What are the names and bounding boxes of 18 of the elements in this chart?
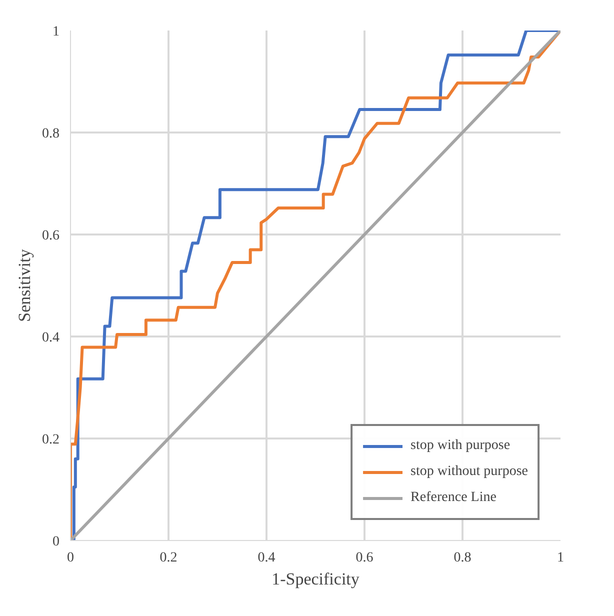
legend-label: Reference Line (410, 490, 496, 506)
x-tick-label: 0.2 (160, 550, 178, 566)
x-axis-title: 1-Specificity (272, 570, 360, 588)
y-tick-label: 0.8 (42, 126, 60, 142)
y-tick-label: 0.2 (42, 432, 60, 448)
x-tick-label: 0.6 (356, 550, 374, 566)
legend-label: stop without purpose (410, 464, 528, 480)
y-tick-label: 0 (52, 534, 60, 550)
x-tick-label: 0.8 (454, 550, 472, 566)
y-tick-label: 0.6 (42, 228, 60, 244)
line-series (70, 30, 560, 540)
y-tick-label: 1 (52, 24, 60, 40)
x-tick-label: 0 (67, 550, 74, 566)
x-tick-label: 0.4 (258, 550, 276, 566)
x-tick-label: 1 (557, 550, 564, 566)
legend-label: stop with purpose (410, 438, 510, 454)
y-tick-label: 0.4 (42, 330, 60, 346)
y-axis-title: Sensitivity (15, 248, 34, 322)
